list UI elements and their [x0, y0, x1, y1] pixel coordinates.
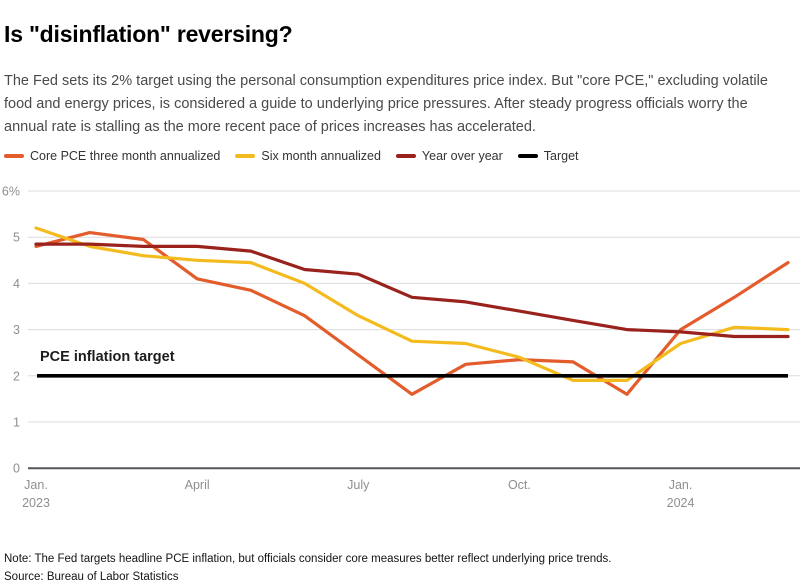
legend-label: Six month annualized — [261, 149, 381, 163]
legend-swatch — [395, 154, 416, 158]
legend-swatch — [235, 154, 256, 158]
legend-swatch — [4, 154, 24, 158]
series-line-core-pce-three-month-annualized — [34, 230, 790, 396]
y-tick-label: 0 — [13, 462, 20, 476]
chart-legend: Core PCE three month annualized Six month… — [4, 149, 579, 163]
legend-label: Year over year — [421, 149, 503, 163]
series-lines — [34, 226, 790, 396]
gridlines — [28, 190, 800, 470]
x-tick-label: July — [347, 478, 370, 492]
pce-target-annotation: PCE inflation target — [40, 349, 175, 365]
x-tick-label: April — [185, 478, 210, 492]
y-tick-label: 4 — [13, 277, 20, 291]
legend-label: Core PCE three month annualized — [30, 149, 221, 163]
legend-item: Year over year — [395, 149, 503, 163]
x-axis-labels: Jan. 2023 April July Oct. Jan. 2024 — [22, 478, 694, 510]
x-tick-label: Jan. — [24, 478, 48, 492]
x-tick-year-label: 2024 — [667, 496, 695, 510]
chart-description: The Fed sets its 2% target using the per… — [4, 72, 768, 135]
y-tick-label: 3 — [13, 323, 20, 337]
x-tick-label: Jan. — [669, 478, 693, 492]
y-tick-label: 2 — [13, 369, 20, 383]
page-title: Is "disinflation" reversing? — [4, 21, 293, 48]
y-axis-labels: 6% 5 4 3 2 1 0 — [2, 185, 20, 476]
footnote: Note: The Fed targets headline PCE infla… — [4, 552, 612, 565]
legend-swatch — [517, 154, 538, 158]
series-line-year-over-year — [34, 242, 790, 339]
legend-item: Target — [517, 149, 579, 163]
y-tick-label: 5 — [13, 231, 20, 245]
chart-area: 6% 5 4 3 2 1 0 Jan. 2023 April July Oct. Jan. 2024 P… — [0, 180, 800, 525]
series-line-six-month-annualized — [34, 226, 790, 382]
x-tick-year-label: 2023 — [22, 496, 50, 510]
y-tick-label: 1 — [13, 416, 20, 430]
line-chart: 6% 5 4 3 2 1 0 Jan. 2023 April July Oct. Jan. 2024 P… — [2, 185, 800, 510]
legend-item: Six month annualized — [235, 149, 381, 163]
y-tick-label: 6% — [2, 185, 20, 199]
legend-label: Target — [543, 149, 579, 163]
legend-item: Core PCE three month annualized — [4, 149, 220, 163]
x-tick-label: Oct. — [508, 478, 531, 492]
source-line: Source: Bureau of Labor Statistics — [4, 570, 179, 581]
